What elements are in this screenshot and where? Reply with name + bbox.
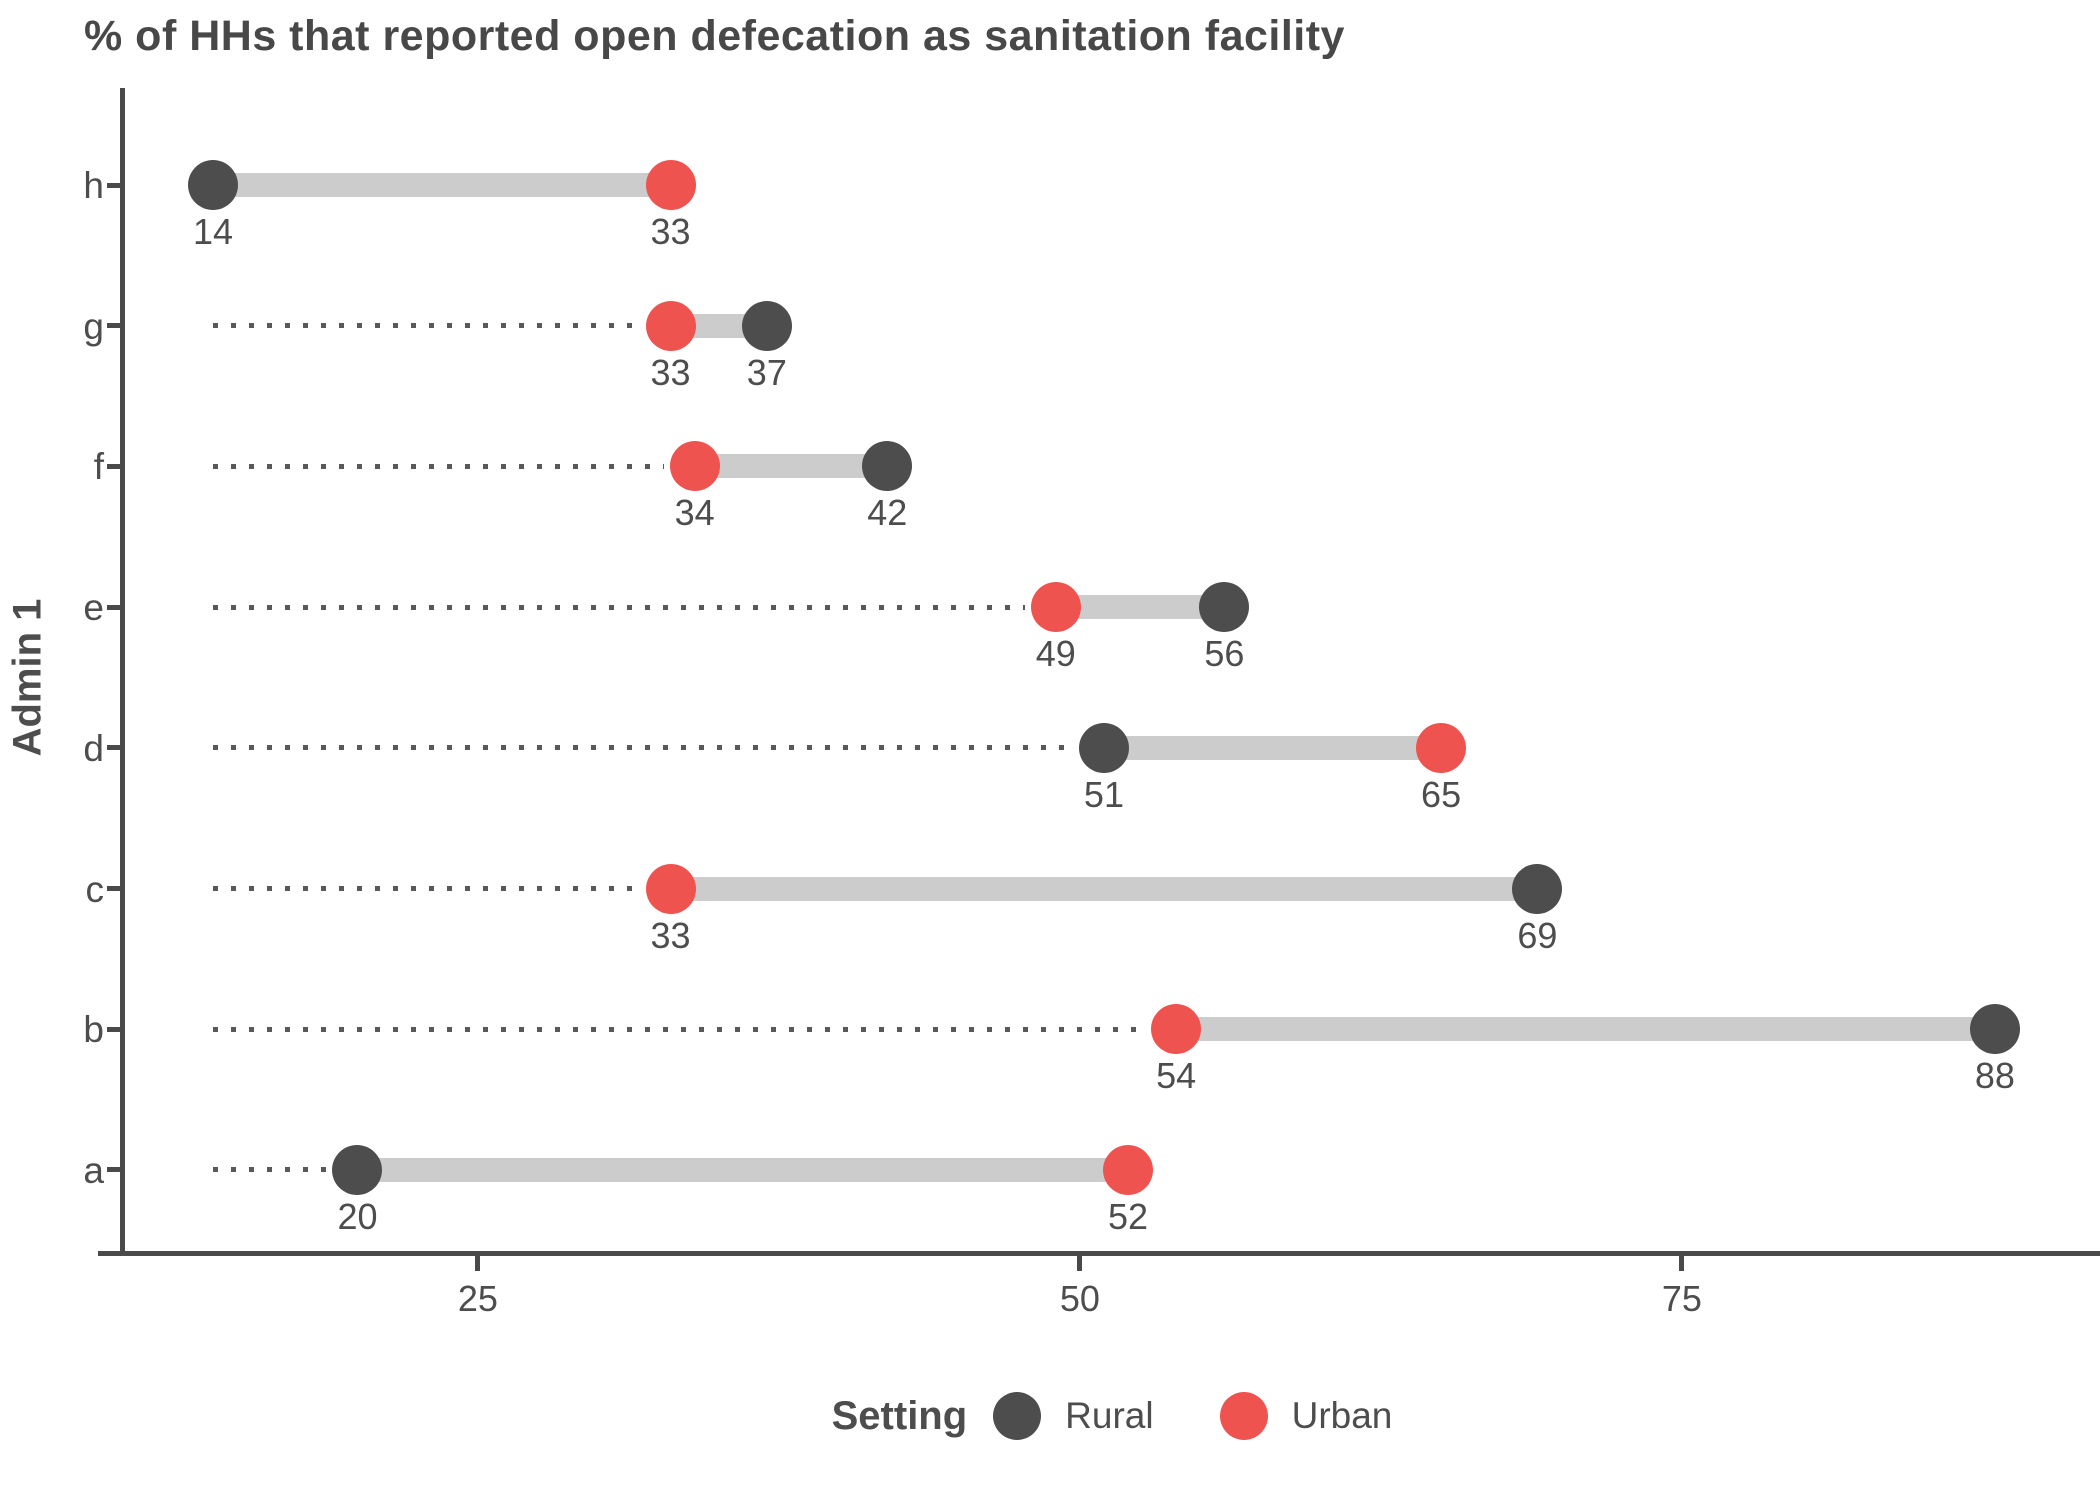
urban-value-label: 34 [674,492,715,534]
rural-point [1078,722,1129,773]
guide-dotted-line [213,604,1025,610]
y-tick-mark [107,1026,121,1032]
urban-value-label: 33 [650,211,691,252]
chart-title: % of HHs that reported open defecation a… [84,12,1345,60]
y-tick-mark [107,323,121,329]
rural-point [1199,582,1250,633]
y-tick-mark [107,604,121,610]
dumbbell-connector [213,173,671,197]
guide-dotted-line [213,1026,1146,1032]
urban-point [1416,722,1467,773]
dumbbell-connector [357,1157,1129,1182]
urban-value-label: 54 [1156,1055,1197,1097]
rural-point [1969,1004,2020,1055]
urban-point [645,863,696,914]
urban-value-label: 49 [1035,633,1076,675]
urban-value-label: 52 [1108,1195,1149,1237]
y-tick-label: h [83,165,104,206]
rural-value-label: 69 [1517,914,1558,956]
x-tick-label: 75 [1661,1278,1702,1319]
y-axis-line [120,88,125,1255]
y-tick-label: b [83,1009,104,1051]
urban-swatch-icon [1219,1392,1268,1440]
urban-value-label: 65 [1421,773,1462,815]
rural-point [188,160,238,210]
dumbbell-connector [694,454,888,479]
legend-label-urban: Urban [1291,1395,1393,1436]
y-tick-label: d [83,727,104,769]
urban-point [1151,1004,1202,1055]
x-axis-line [98,1251,2100,1256]
legend: Setting Rural Urban [0,1392,2100,1440]
x-tick-mark [1679,1256,1685,1271]
y-tick-mark [107,745,121,751]
legend-label-rural: Rural [1065,1395,1154,1436]
guide-dotted-line [213,463,664,469]
guide-dotted-line [213,1167,327,1173]
rural-value-label: 20 [337,1195,378,1237]
y-tick-mark [107,182,121,188]
y-tick-label: a [83,1149,104,1191]
dumbbell-connector [670,876,1538,901]
urban-point [669,441,720,492]
rural-point [332,1144,383,1195]
legend-item-rural: Rural [993,1392,1154,1440]
x-tick-mark [1077,1256,1083,1271]
rural-point [1512,863,1563,914]
urban-value-label: 33 [650,351,691,393]
rural-value-label: 42 [867,492,908,534]
urban-point [645,160,696,210]
guide-dotted-line [213,323,640,329]
urban-point [1103,1144,1154,1195]
legend-item-urban: Urban [1219,1392,1393,1440]
y-tick-label: e [83,587,104,629]
rural-value-label: 88 [1974,1055,2015,1097]
x-tick-label: 50 [1059,1278,1100,1319]
urban-value-label: 33 [650,914,691,956]
rural-point [741,300,792,351]
rural-value-label: 37 [746,351,787,393]
y-tick-mark [107,1167,121,1173]
rural-value-label: 14 [192,211,234,252]
x-tick-mark [475,1256,481,1271]
dumbbell-connector [1055,595,1225,620]
rural-swatch-icon [993,1392,1042,1440]
guide-dotted-line [213,745,1073,751]
x-tick-label: 25 [457,1278,498,1319]
rural-point [862,441,913,492]
y-tick-mark [107,886,121,891]
y-tick-label: g [83,305,104,347]
rural-value-label: 51 [1083,773,1124,815]
y-tick-mark [107,463,121,469]
dumbbell-connector [1176,1017,1995,1042]
y-tick-label: f [93,446,104,488]
urban-point [645,300,696,351]
urban-point [1030,582,1081,633]
dumbbell-connector [1103,735,1442,760]
guide-dotted-line [213,886,640,891]
legend-title: Setting [831,1393,968,1438]
rural-value-label: 56 [1204,633,1245,675]
y-tick-label: c [85,868,105,910]
